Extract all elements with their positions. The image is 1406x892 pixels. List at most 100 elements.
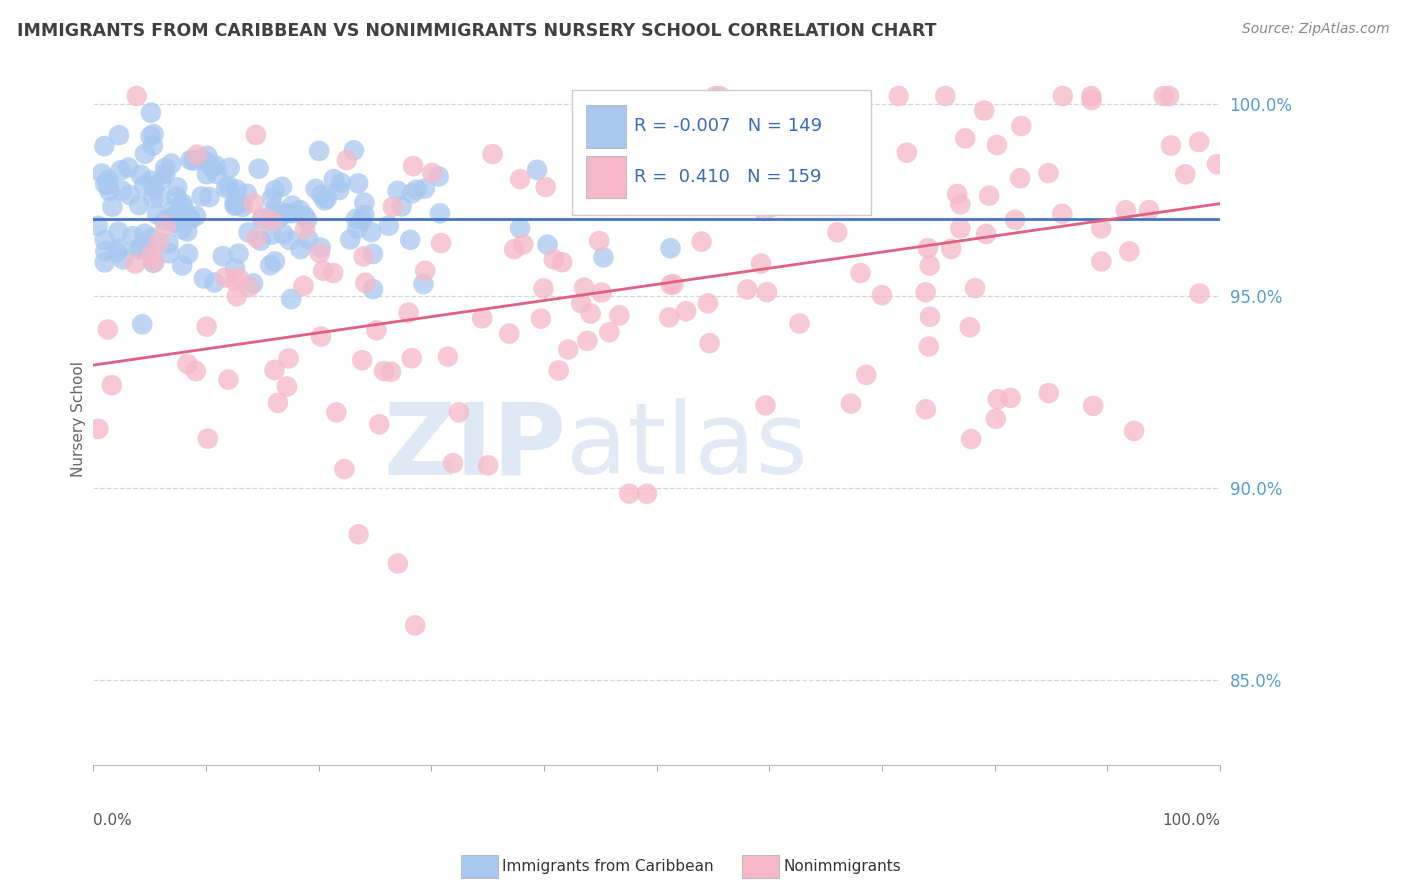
Point xyxy=(675,304,697,318)
Point xyxy=(352,353,374,368)
Point xyxy=(609,309,631,323)
Point xyxy=(1038,166,1060,180)
Point xyxy=(343,143,366,157)
Point xyxy=(963,281,986,295)
Point xyxy=(98,184,121,198)
Point xyxy=(131,318,153,332)
Point xyxy=(754,399,776,413)
Point xyxy=(110,163,132,178)
FancyBboxPatch shape xyxy=(572,90,870,215)
Point xyxy=(347,527,370,541)
Point xyxy=(217,178,239,193)
Point xyxy=(536,237,558,252)
Point xyxy=(260,192,283,206)
Point xyxy=(402,159,425,173)
Point xyxy=(353,208,375,222)
Point xyxy=(149,190,172,204)
Point xyxy=(163,202,186,216)
Point xyxy=(312,263,335,277)
Point xyxy=(86,219,108,233)
Point xyxy=(259,258,281,272)
Point xyxy=(953,131,976,145)
Point xyxy=(959,320,981,334)
Point xyxy=(193,271,215,285)
Point xyxy=(94,244,117,259)
Point xyxy=(1123,424,1146,438)
Point xyxy=(373,364,395,378)
Point xyxy=(368,417,391,432)
Point xyxy=(681,137,703,152)
Point xyxy=(262,214,284,228)
Point xyxy=(793,166,815,180)
Point xyxy=(509,172,531,186)
Point xyxy=(201,161,224,175)
Point xyxy=(139,247,162,261)
Point xyxy=(762,200,785,214)
Point xyxy=(659,277,682,292)
Point xyxy=(271,180,294,194)
Point xyxy=(315,192,337,206)
Text: 0.0%: 0.0% xyxy=(93,814,132,829)
Point xyxy=(177,247,200,261)
Point xyxy=(281,198,304,212)
Point xyxy=(973,103,995,118)
Point xyxy=(277,351,299,366)
Point xyxy=(167,204,190,219)
Point xyxy=(304,182,326,196)
Point xyxy=(361,282,384,296)
Point xyxy=(263,363,285,377)
Text: Nonimmigrants: Nonimmigrants xyxy=(783,859,901,873)
Point xyxy=(336,153,359,167)
Point xyxy=(278,233,301,247)
Point xyxy=(387,557,409,571)
Point xyxy=(93,139,115,153)
Y-axis label: Nursery School: Nursery School xyxy=(72,361,86,477)
Point xyxy=(619,486,641,500)
Point xyxy=(134,178,156,193)
Point xyxy=(107,225,129,239)
Point xyxy=(1038,386,1060,401)
Point xyxy=(1159,89,1181,103)
Point xyxy=(477,458,499,473)
Point xyxy=(228,196,250,211)
Point xyxy=(190,189,212,203)
Point xyxy=(184,364,207,378)
Point xyxy=(308,246,330,260)
Point xyxy=(914,285,936,300)
Point xyxy=(290,242,312,256)
Point xyxy=(309,241,332,255)
Point xyxy=(292,278,315,293)
Text: IMMIGRANTS FROM CARIBBEAN VS NONIMMIGRANTS NURSERY SCHOOL CORRELATION CHART: IMMIGRANTS FROM CARIBBEAN VS NONIMMIGRAN… xyxy=(17,22,936,40)
Point xyxy=(179,211,201,226)
Point xyxy=(225,198,247,212)
Point xyxy=(1004,212,1026,227)
Point xyxy=(789,317,811,331)
Point xyxy=(101,200,124,214)
Point xyxy=(150,173,173,187)
Point xyxy=(242,277,264,291)
Point xyxy=(437,350,460,364)
Point xyxy=(139,105,162,120)
Point xyxy=(294,222,316,236)
Point xyxy=(1206,157,1229,171)
Point xyxy=(246,231,269,245)
Point xyxy=(839,396,862,410)
Point xyxy=(194,154,217,169)
Point xyxy=(245,128,267,142)
Point xyxy=(915,402,938,417)
Point xyxy=(401,351,423,366)
Point xyxy=(157,236,180,251)
Point xyxy=(214,270,236,285)
Point xyxy=(97,322,120,336)
Point xyxy=(870,288,893,302)
Point xyxy=(117,161,139,175)
Point xyxy=(648,163,671,178)
Point xyxy=(1090,221,1112,235)
Point xyxy=(252,211,274,225)
Point xyxy=(381,200,404,214)
Point xyxy=(413,264,436,278)
Point xyxy=(704,89,727,103)
Point xyxy=(125,89,148,103)
Point xyxy=(309,329,332,343)
Point xyxy=(391,199,413,213)
